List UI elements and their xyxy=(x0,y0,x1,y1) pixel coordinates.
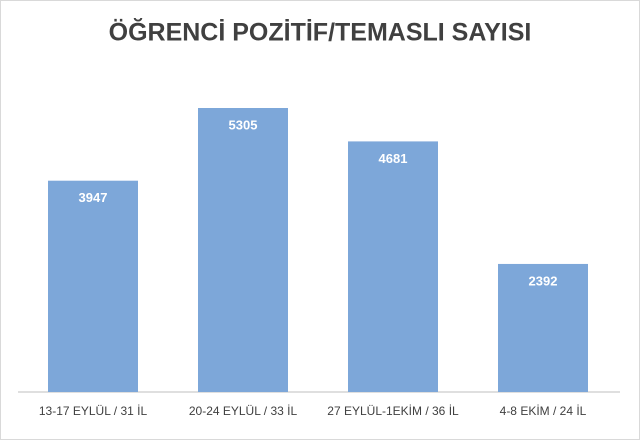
data-label: 4681 xyxy=(379,151,408,166)
bar xyxy=(48,180,138,392)
x-tick-label: 4-8 EKİM / 24 İL xyxy=(500,404,587,418)
data-label: 5305 xyxy=(229,117,258,132)
x-tick-label: 13-17 EYLÜL / 31 İL xyxy=(39,404,148,418)
data-label: 2392 xyxy=(529,273,558,288)
bar xyxy=(198,108,288,392)
bar xyxy=(348,141,438,392)
x-tick-label: 27 EYLÜL-1EKİM / 36 İL xyxy=(327,404,459,418)
chart-title: ÖĞRENCİ POZİTİF/TEMASLI SAYISI xyxy=(109,18,532,47)
x-tick-label: 20-24 EYLÜL / 33 İL xyxy=(189,404,298,418)
bar xyxy=(498,263,588,392)
data-label: 3947 xyxy=(79,190,108,205)
